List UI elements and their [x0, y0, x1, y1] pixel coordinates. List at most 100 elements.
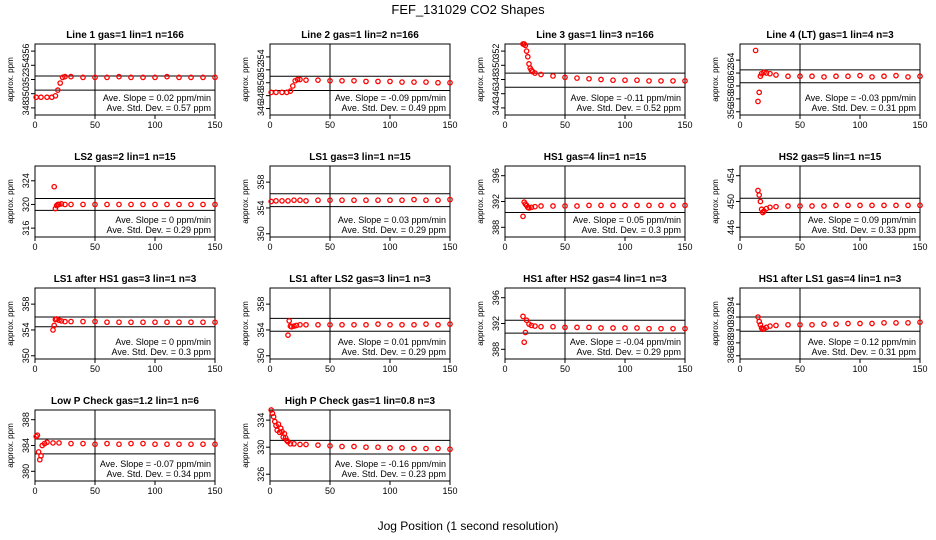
- slope-annotation: Ave. Slope = 0 ppm/min: [115, 215, 211, 225]
- y-axis-label: approx. ppm: [241, 57, 250, 102]
- data-point: [68, 73, 74, 80]
- panel-title: Low P Check gas=1.2 lin=1 n=6: [51, 396, 199, 407]
- data-point: [857, 202, 863, 209]
- data-point: [188, 74, 194, 81]
- data-point: [447, 79, 453, 86]
- data-point: [399, 197, 405, 204]
- data-point: [670, 202, 676, 209]
- data-point: [538, 203, 544, 209]
- data-point: [51, 183, 58, 190]
- data-point: [538, 71, 544, 78]
- data-point: [33, 433, 40, 440]
- data-point: [387, 78, 393, 85]
- data-point: [92, 201, 98, 208]
- y-axis-label: approx. ppm: [6, 57, 15, 102]
- data-point: [34, 432, 41, 439]
- data-point: [550, 323, 556, 330]
- slope-annotation: Ave. Slope = -0.03 ppm/min: [805, 93, 916, 103]
- std-dev-annotation: Ave. Std. Dev. = 0.29 ppm: [342, 225, 446, 235]
- x-tick-label: 0: [32, 486, 37, 496]
- data-point: [809, 73, 815, 80]
- std-dev-annotation: Ave. Std. Dev. = 0.33 ppm: [812, 225, 916, 235]
- data-point: [532, 323, 538, 329]
- data-point: [92, 74, 98, 81]
- data-point: [315, 197, 321, 204]
- data-point: [752, 47, 759, 54]
- x-tick-label: 100: [147, 242, 162, 252]
- std-dev-annotation: Ave. Std. Dev. = 0.29 ppm: [342, 347, 446, 357]
- data-point: [917, 319, 923, 326]
- std-dev-annotation: Ave. Std. Dev. = 0.29 ppm: [107, 225, 211, 235]
- data-point: [773, 72, 779, 78]
- data-point: [845, 320, 851, 327]
- y-tick-label: 346: [256, 101, 266, 116]
- data-point: [288, 323, 295, 330]
- data-point: [297, 441, 303, 448]
- y-axis-label: approx. ppm: [241, 301, 250, 346]
- x-tick-label: 0: [267, 242, 272, 252]
- data-point: [423, 197, 429, 204]
- slope-annotation: Ave. Slope = 0.01 ppm/min: [338, 337, 446, 347]
- y-tick-label: 320: [21, 197, 31, 212]
- data-point: [116, 319, 122, 326]
- x-axis-title: Jog Position (1 second resolution): [377, 519, 559, 533]
- data-point: [785, 203, 791, 209]
- y-tick-label: 358: [21, 297, 31, 312]
- y-axis-label: approx. ppm: [476, 57, 485, 102]
- data-point: [62, 201, 68, 208]
- data-point: [339, 197, 345, 204]
- y-tick-label: 348: [256, 88, 266, 103]
- data-point: [634, 325, 640, 331]
- y-tick-label: 350: [256, 75, 266, 90]
- x-tick-label: 0: [737, 120, 742, 130]
- data-point: [574, 75, 580, 81]
- panel-title: High P Check gas=1 lin=0.8 n=3: [285, 396, 436, 407]
- data-point: [881, 320, 887, 326]
- data-point: [327, 442, 333, 449]
- data-point: [176, 319, 182, 326]
- data-point: [104, 74, 110, 81]
- x-tick-label: 150: [912, 242, 927, 252]
- y-tick-label: 352: [21, 72, 31, 87]
- chart-panel: Low P Check gas=1.2 lin=1 n=6 0 50 100 150 38…: [6, 396, 223, 496]
- data-point: [80, 318, 86, 325]
- panel-title: Line 1 gas=1 lin=1 n=166: [66, 30, 184, 41]
- panel-title: HS1 gas=4 lin=1 n=15: [544, 152, 647, 163]
- data-point: [303, 321, 309, 328]
- data-point: [104, 319, 110, 326]
- std-dev-annotation: Ave. Std. Dev. = 0.29 ppm: [577, 347, 681, 357]
- x-tick-label: 50: [90, 364, 100, 374]
- data-point: [68, 440, 74, 447]
- y-tick-label: 362: [726, 66, 736, 81]
- y-tick-label: 350: [256, 348, 266, 363]
- data-point: [303, 198, 309, 204]
- data-point: [116, 201, 122, 208]
- data-point: [116, 73, 122, 80]
- y-tick-label: 356: [21, 44, 31, 59]
- y-tick-label: 358: [256, 297, 266, 312]
- data-point: [285, 332, 291, 338]
- chart-panel: LS1 after LS2 gas=3 lin=1 n=3 0 50 100 150 35…: [241, 274, 458, 374]
- x-tick-label: 100: [382, 242, 397, 252]
- panel-title: Line 3 gas=1 lin=3 n=166: [536, 30, 654, 41]
- panel-title: Line 2 gas=1 lin=2 n=166: [301, 30, 419, 41]
- data-point: [58, 318, 65, 324]
- data-point: [767, 323, 773, 329]
- data-point: [92, 441, 98, 448]
- data-point: [586, 75, 592, 82]
- data-point: [351, 321, 357, 328]
- x-tick-label: 50: [90, 486, 100, 496]
- y-tick-label: 384: [21, 438, 31, 453]
- data-point: [291, 197, 297, 204]
- x-tick-label: 150: [677, 120, 692, 130]
- chart-panel: HS1 gas=4 lin=1 n=15 0 50 100 150 388 392 396 ap…: [476, 152, 693, 252]
- data-point: [140, 319, 146, 326]
- data-point: [598, 202, 604, 209]
- data-point: [68, 201, 74, 208]
- data-point: [757, 198, 764, 205]
- plot-frame: [739, 287, 921, 360]
- data-point: [297, 321, 303, 328]
- data-point: [128, 440, 134, 447]
- x-tick-label: 100: [382, 486, 397, 496]
